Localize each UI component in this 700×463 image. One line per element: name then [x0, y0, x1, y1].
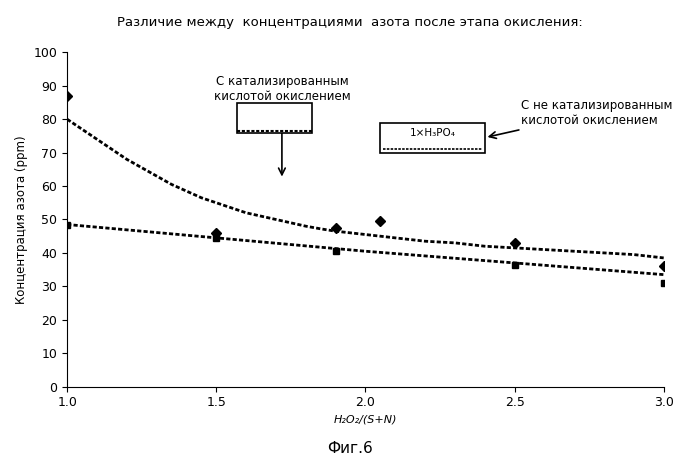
Text: С катализированным
кислотой окислением: С катализированным кислотой окислением: [214, 75, 350, 175]
X-axis label: H₂O₂/(S+N): H₂O₂/(S+N): [334, 415, 397, 425]
Y-axis label: Концентрация азота (ppm): Концентрация азота (ppm): [15, 135, 28, 304]
Text: 1×H₃PO₄: 1×H₃PO₄: [410, 128, 456, 138]
Bar: [237, 102, 312, 132]
Text: Различие между  концентрациями  азота после этапа окисления:: Различие между концентрациями азота посл…: [117, 16, 583, 29]
Text: Фиг.6: Фиг.6: [327, 441, 373, 456]
Text: С не катализированным
кислотой окислением: С не катализированным кислотой окисление…: [489, 99, 672, 138]
Bar: [380, 123, 484, 153]
